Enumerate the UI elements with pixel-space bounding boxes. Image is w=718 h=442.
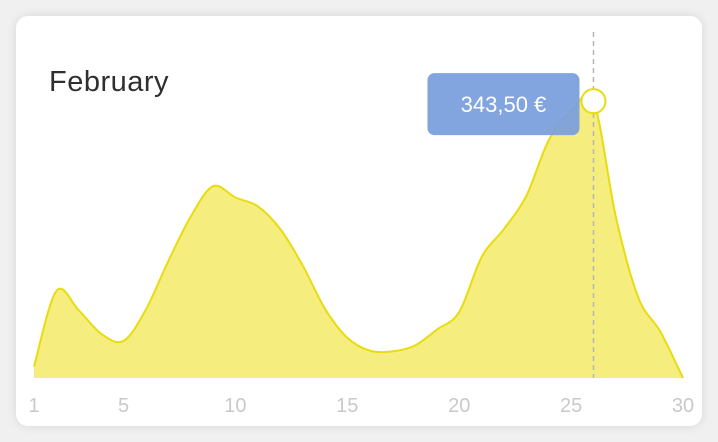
x-axis-ticks: 1 5 10 15 20 25 30	[28, 395, 694, 417]
area-chart: 1 5 10 15 20 25 30 343,50 €	[28, 32, 694, 417]
x-tick-label: 5	[118, 395, 129, 417]
area-fill	[34, 94, 683, 378]
x-tick-label: 10	[224, 395, 246, 417]
chart-title: February	[49, 66, 170, 98]
highlight-point-marker[interactable]	[580, 88, 607, 115]
chart-card: February 1 5 10 15 20 25 30 343,50 €	[16, 16, 702, 426]
x-tick-label: 25	[560, 395, 582, 417]
x-tick-label: 1	[28, 395, 39, 417]
tooltip-value-label: 343,50 €	[461, 92, 547, 117]
tooltip[interactable]: 343,50 €	[427, 73, 607, 136]
x-tick-label: 30	[672, 395, 694, 417]
x-tick-label: 15	[336, 395, 358, 417]
x-tick-label: 20	[448, 395, 470, 417]
tooltip-box	[427, 73, 580, 136]
area-layer	[33, 93, 684, 379]
